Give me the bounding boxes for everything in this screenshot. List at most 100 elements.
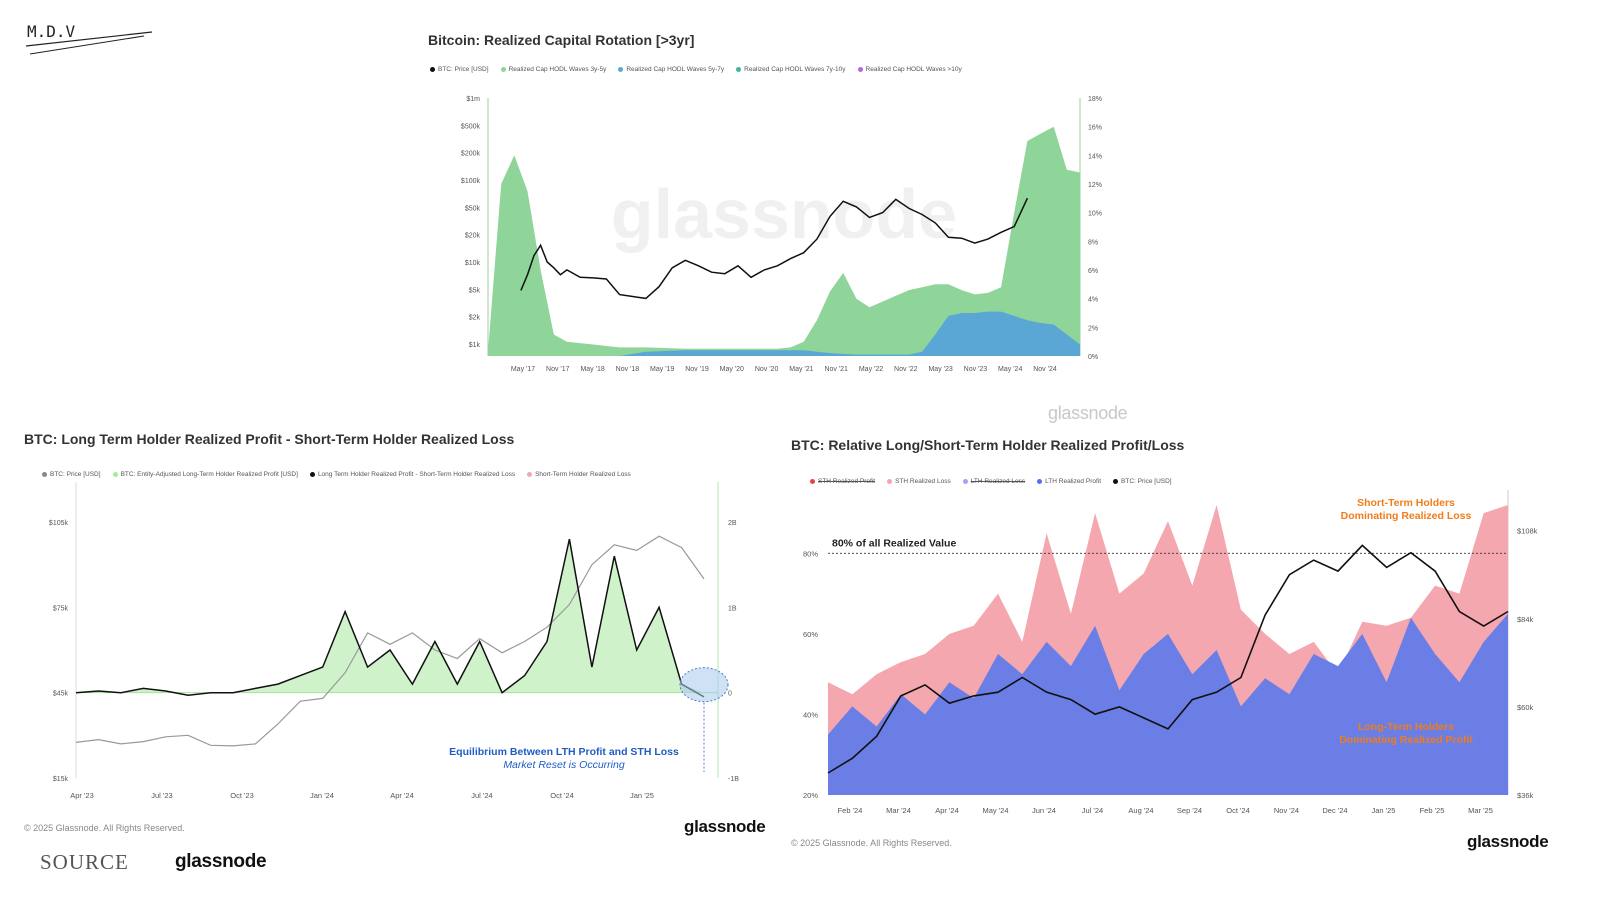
logo-text: M.D.V	[27, 22, 76, 41]
x-tick-label: Jan '25	[630, 791, 654, 800]
y-right-tick-label: 8%	[1088, 239, 1098, 246]
y-right-tick-label: 0	[728, 691, 732, 698]
legend-label: BTC: Price [USD]	[438, 66, 489, 73]
highlight-ellipse	[679, 667, 729, 703]
x-tick-label: Oct '23	[230, 791, 254, 800]
legend-label: Realized Cap HODL Waves >10y	[865, 66, 962, 73]
x-tick-label: Nov '24	[1033, 366, 1057, 373]
x-tick-label: May '24	[982, 806, 1008, 815]
y-right-tick-label: 10%	[1088, 211, 1102, 218]
x-tick-label: Jan '24	[310, 791, 334, 800]
x-tick-label: May '23	[928, 366, 952, 373]
legend-label: Realized Cap HODL Waves 3y-5y	[508, 66, 607, 73]
y-right-tick-label: 2B	[728, 520, 737, 527]
y-left-tick-label: $50k	[465, 205, 481, 212]
x-tick-label: May '18	[580, 366, 604, 373]
x-tick-label: Jul '24	[471, 791, 492, 800]
y-right-tick-label: $60k	[1517, 703, 1534, 712]
x-tick-label: Feb '24	[838, 806, 863, 815]
y-right-tick-label: 12%	[1088, 182, 1102, 189]
y-right-tick-label: 4%	[1088, 297, 1098, 304]
legend-item-5y7y[interactable]: Realized Cap HODL Waves 5y-7y	[618, 66, 724, 73]
x-tick-label: May '20	[720, 366, 744, 373]
y-left-tick-label: $1k	[469, 342, 481, 349]
annotation-text: Market Reset is Occurring	[503, 759, 625, 771]
x-tick-label: Jul '24	[1082, 806, 1103, 815]
legend-item-lth-loss[interactable]: LTH Realized Loss	[962, 478, 1025, 485]
y-left-tick-label: 80%	[803, 549, 818, 558]
y-left-tick-label: 20%	[803, 791, 818, 800]
x-tick-label: May '24	[998, 366, 1022, 373]
y-right-tick-label: 18%	[1088, 96, 1102, 103]
legend-item-lth-profit[interactable]: LTH Realized Profit	[1037, 478, 1101, 485]
x-tick-label: Oct '24	[550, 791, 574, 800]
y-right-tick-label: 6%	[1088, 268, 1098, 275]
y-left-tick-label: $1m	[466, 96, 480, 103]
x-tick-label: May '17	[511, 366, 535, 373]
mdv-logo: M.D.V	[27, 22, 75, 41]
annotation-text: Dominating Realized Loss	[1341, 510, 1472, 522]
legend-label: BTC: Price [USD]	[1121, 478, 1172, 485]
y-left-tick-label: $10k	[465, 260, 481, 267]
legend-item-diff[interactable]: Long Term Holder Realized Profit - Short…	[309, 471, 515, 478]
y-right-tick-label: $36k	[1517, 791, 1534, 800]
legend-label: BTC: Entity-Adjusted Long-Term Holder Re…	[120, 471, 298, 478]
x-tick-label: Jun '24	[1032, 806, 1056, 815]
x-tick-label: Mar '25	[1468, 806, 1493, 815]
x-tick-label: Mar '24	[886, 806, 911, 815]
legend-item-10y[interactable]: Realized Cap HODL Waves >10y	[857, 66, 962, 73]
series-line-price	[75, 535, 705, 747]
legend-item-price[interactable]: BTC: Price [USD]	[430, 66, 489, 73]
y-right-tick-label: 14%	[1088, 153, 1102, 160]
chart3-title: BTC: Relative Long/Short-Term Holder Rea…	[791, 437, 1185, 453]
x-tick-label: Nov '20	[755, 366, 779, 373]
x-tick-label: Sep '24	[1177, 806, 1202, 815]
y-right-tick-label: $108k	[1517, 527, 1538, 536]
x-tick-label: May '19	[650, 366, 674, 373]
chart1-brand: glassnode	[1048, 403, 1128, 423]
x-tick-label: Nov '18	[616, 366, 640, 373]
legend-label: BTC: Price [USD]	[50, 471, 101, 478]
source-label: SOURCE	[40, 850, 129, 874]
annotation-text: Dominating Realized Profit	[1339, 734, 1473, 746]
y-right-tick-label: 1B	[728, 605, 737, 612]
legend-item-3y5y[interactable]: Realized Cap HODL Waves 3y-5y	[500, 66, 607, 73]
y-left-tick-label: 40%	[803, 710, 818, 719]
series-line-diff	[75, 538, 705, 698]
chart2-brand: glassnode	[684, 817, 766, 836]
legend-item-7y10y[interactable]: Realized Cap HODL Waves 7y-10y	[736, 66, 846, 73]
x-tick-label: Jul '23	[151, 791, 172, 800]
legend-item-sth-profit[interactable]: STH Realized Profit	[810, 478, 875, 485]
logo-underline-strokes	[25, 31, 153, 55]
series-area-5y7y	[488, 311, 1080, 356]
x-tick-label: May '22	[859, 366, 883, 373]
x-tick-label: Nov '19	[685, 366, 709, 373]
legend-item-price[interactable]: BTC: Price [USD]	[42, 471, 101, 478]
series-line-price	[827, 544, 1509, 774]
x-tick-label: Apr '24	[390, 791, 414, 800]
series-area-lth-profit	[828, 613, 1508, 795]
y-left-tick-label: $500k	[461, 123, 481, 130]
legend-label: Realized Cap HODL Waves 5y-7y	[626, 66, 725, 73]
legend-item-price[interactable]: BTC: Price [USD]	[1113, 478, 1172, 485]
x-tick-label: Nov '21	[824, 366, 848, 373]
y-left-tick-label: $45k	[53, 691, 69, 698]
x-tick-label: Nov '24	[1274, 806, 1299, 815]
legend-item-sth-loss[interactable]: Short-Term Holder Realized Loss	[527, 471, 631, 478]
y-left-tick-label: $105k	[49, 520, 69, 527]
chart2-copyright: © 2025 Glassnode. All Rights Reserved.	[24, 823, 185, 833]
chart3-brand: glassnode	[1467, 832, 1549, 851]
chart2-plot: $15k $45k $75k $105k -1B 0 1B 2B Apr '23 Jul '23 O…	[49, 482, 739, 800]
legend-label: Short-Term Holder Realized Loss	[535, 471, 631, 478]
x-tick-label: Oct '24	[1226, 806, 1250, 815]
chart1-plot: $1k $2k $5k $10k $20k $50k $100k $200k $500k $1m 0…	[461, 96, 1102, 373]
legend-item-lth-profit[interactable]: BTC: Entity-Adjusted Long-Term Holder Re…	[112, 471, 298, 478]
x-tick-label: Aug '24	[1128, 806, 1153, 815]
y-right-tick-label: -1B	[728, 776, 739, 783]
x-tick-label: Apr '24	[935, 806, 959, 815]
annotation-text: Short-Term Holders	[1357, 497, 1455, 509]
chart1-title: Bitcoin: Realized Capital Rotation [>3yr…	[428, 32, 695, 48]
legend-item-sth-loss[interactable]: STH Realized Loss	[887, 478, 951, 485]
legend-label: LTH Realized Profit	[1045, 478, 1102, 485]
threshold-label: 80% of all Realized Value	[832, 537, 956, 549]
